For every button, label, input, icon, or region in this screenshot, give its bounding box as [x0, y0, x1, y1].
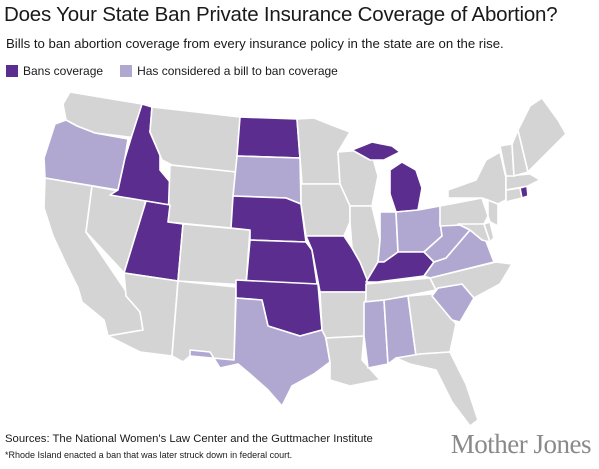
mother-jones-logo: Mother Jones: [450, 429, 592, 459]
state-mi[interactable]: [389, 161, 423, 213]
state-mt[interactable]: [149, 106, 241, 173]
state-nm[interactable]: [171, 280, 237, 363]
legend-considered-swatch: [120, 65, 133, 77]
map-subtitle: Bills to ban abortion coverage from ever…: [6, 36, 504, 51]
state-nd[interactable]: [236, 116, 301, 159]
footnote: *Rhode Island enacted a ban that was lat…: [5, 450, 293, 460]
legend-bans-swatch: [6, 65, 18, 77]
state-de[interactable]: [483, 221, 495, 243]
state-ma[interactable]: [505, 173, 541, 191]
state-co[interactable]: [177, 223, 251, 286]
state-mi-up[interactable]: [351, 141, 401, 161]
state-me[interactable]: [517, 97, 567, 173]
legend: Bans coverage Has considered a bill to b…: [6, 63, 355, 79]
state-wy[interactable]: [167, 164, 237, 229]
state-md[interactable]: [457, 223, 491, 243]
state-ny[interactable]: [447, 151, 507, 205]
map-title: Does Your State Ban Private Insurance Co…: [4, 3, 558, 26]
state-ms[interactable]: [363, 299, 389, 369]
legend-bans-label: Bans coverage: [23, 64, 104, 78]
state-la[interactable]: [325, 335, 381, 387]
state-ar[interactable]: [319, 291, 367, 339]
state-fl[interactable]: [395, 351, 479, 427]
state-ia[interactable]: [300, 183, 351, 237]
sources-note: Sources: The National Women's Law Center…: [5, 433, 373, 445]
state-nc[interactable]: [429, 261, 513, 299]
state-pa[interactable]: [439, 197, 489, 227]
state-or[interactable]: [43, 119, 129, 191]
state-tx[interactable]: [189, 297, 331, 407]
legend-considered-label: Has considered a bill to ban coverage: [137, 64, 338, 78]
